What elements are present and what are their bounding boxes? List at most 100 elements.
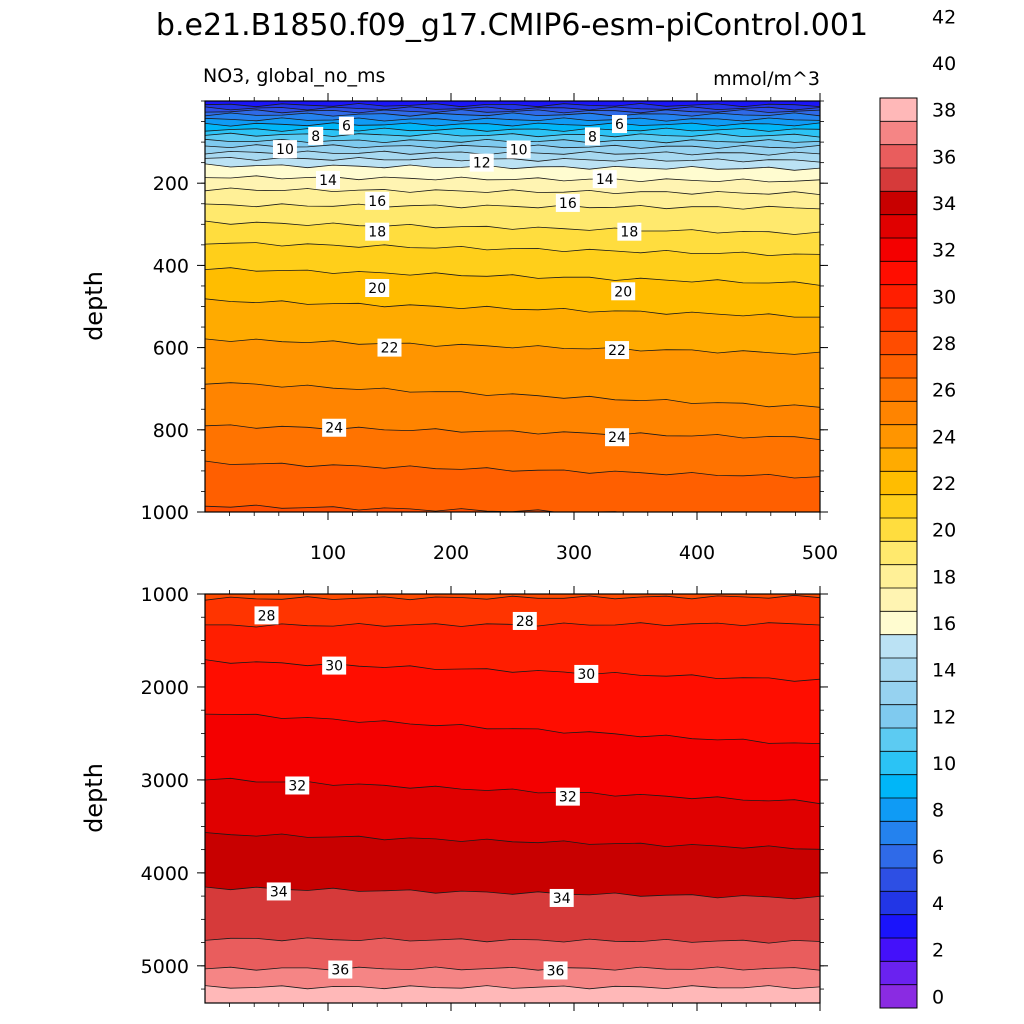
colorbar-tick-label: 2: [932, 940, 944, 962]
contour-label: 16: [555, 193, 580, 212]
contour-line: [205, 122, 820, 127]
x-tick-label: 400: [679, 542, 715, 564]
contour-line: [205, 112, 820, 117]
x-tick-label: 300: [556, 542, 592, 564]
colorbar-segment: [880, 471, 917, 496]
colorbar-segment: [880, 494, 917, 519]
colorbar-tick-label: 16: [932, 613, 956, 635]
x-tick-label: 200: [433, 542, 469, 564]
contour-label: 36: [543, 961, 568, 980]
svg-text:24: 24: [608, 430, 626, 446]
lower-y-axis-label: depth: [80, 763, 108, 833]
contour-label: 18: [617, 222, 642, 241]
colorbar-segment: [880, 121, 917, 146]
svg-text:36: 36: [331, 963, 349, 979]
svg-text:30: 30: [325, 659, 343, 675]
colorbar: 0246810121416182022242628303234363840424…: [879, 6, 956, 1009]
colorbar-segment: [880, 868, 917, 892]
colorbar-segment: [880, 541, 917, 566]
svg-text:36: 36: [547, 963, 565, 979]
svg-text:22: 22: [381, 341, 399, 357]
y-tick-label: 200: [153, 173, 189, 195]
colorbar-segment: [880, 961, 917, 986]
contour-line: [205, 298, 820, 318]
colorbar-segment: [880, 681, 917, 706]
svg-text:32: 32: [288, 778, 306, 794]
contour-line: [205, 594, 820, 601]
colorbar-segment: [880, 704, 917, 729]
colorbar-segment: [880, 844, 917, 869]
colorbar-segment: [880, 588, 917, 612]
colorbar-segment: [880, 401, 917, 426]
contour-label: 22: [605, 341, 630, 360]
contour-line: [205, 713, 820, 744]
contour-label: 28: [512, 611, 537, 630]
contour-line: [205, 175, 820, 183]
colorbar-tick-label: 14: [932, 660, 956, 682]
contour-line: [205, 338, 820, 355]
colorbar-tick-label: 20: [932, 520, 956, 542]
contour-line: [205, 106, 820, 111]
contour-label: 12: [469, 153, 494, 172]
colorbar-segment: [880, 238, 917, 262]
colorbar-segment: [880, 938, 917, 962]
contour-label: 24: [322, 418, 347, 437]
contour-label: 8: [584, 127, 600, 146]
contour-label: 32: [555, 787, 580, 806]
colorbar-tick-label: 4: [932, 893, 944, 915]
colorbar-segment: [880, 821, 917, 846]
colorbar-segment: [880, 424, 917, 449]
contour-line: [205, 966, 820, 971]
svg-text:20: 20: [368, 281, 386, 297]
svg-text:20: 20: [614, 284, 632, 300]
svg-text:18: 18: [368, 225, 386, 241]
colorbar-tick-label: 42: [932, 6, 956, 28]
svg-text:6: 6: [615, 117, 624, 133]
y-tick-label: 4000: [141, 863, 189, 885]
contour-line: [205, 659, 820, 682]
colorbar-segment: [880, 611, 917, 636]
svg-text:16: 16: [368, 194, 386, 210]
colorbar-segment: [880, 891, 917, 916]
colorbar-tick-label: 0: [932, 986, 944, 1008]
contour-line: [205, 267, 820, 286]
colorbar-tick-label: 26: [932, 380, 956, 402]
colorbar-segment: [880, 284, 917, 309]
y-tick-label: 1000: [141, 502, 189, 524]
colorbar-segment: [880, 331, 917, 356]
colorbar-segment: [880, 354, 917, 379]
contour-label: 36: [328, 960, 353, 979]
y-tick-label: 3000: [141, 770, 189, 792]
colorbar-segment: [880, 914, 917, 939]
contour-line: [205, 103, 820, 108]
colorbar-segment: [880, 798, 917, 822]
contour-line: [205, 132, 820, 138]
colorbar-tick-label: 24: [932, 426, 956, 448]
contour-line: [205, 622, 820, 628]
svg-text:34: 34: [553, 891, 571, 907]
contour-line: [205, 886, 820, 900]
contour-label: 6: [612, 115, 628, 133]
contour-line: [205, 937, 820, 944]
contour-label: 10: [506, 140, 531, 159]
contour-label: 20: [365, 279, 390, 298]
contour-line: [205, 127, 820, 132]
colorbar-segment: [880, 564, 917, 589]
colorbar-segment: [880, 308, 917, 332]
colorbar-segment: [880, 751, 917, 776]
contour-line: [205, 117, 820, 122]
contour-line: [205, 109, 820, 114]
lower-panel: 1000 2000 3000 4000 5000 28 28 30 30 32 32 34 34 36 36: [141, 584, 828, 1011]
contour-band: [205, 505, 619, 512]
svg-text:22: 22: [608, 343, 626, 359]
colorbar-tick-label: 6: [932, 846, 944, 868]
colorbar-segment: [880, 378, 917, 402]
contour-label: 18: [365, 222, 390, 241]
chart-title: b.e21.B1850.f09_g17.CMIP6-esm-piControl.…: [156, 8, 868, 43]
upper-panel: 200 400 600 800 1000 100 200 300 400 500 6 8 10 14 16 1…: [141, 93, 838, 564]
colorbar-segment: [880, 774, 917, 799]
svg-text:14: 14: [596, 172, 614, 188]
svg-text:28: 28: [258, 608, 276, 624]
colorbar-segment: [880, 214, 917, 239]
svg-text:6: 6: [342, 119, 351, 135]
